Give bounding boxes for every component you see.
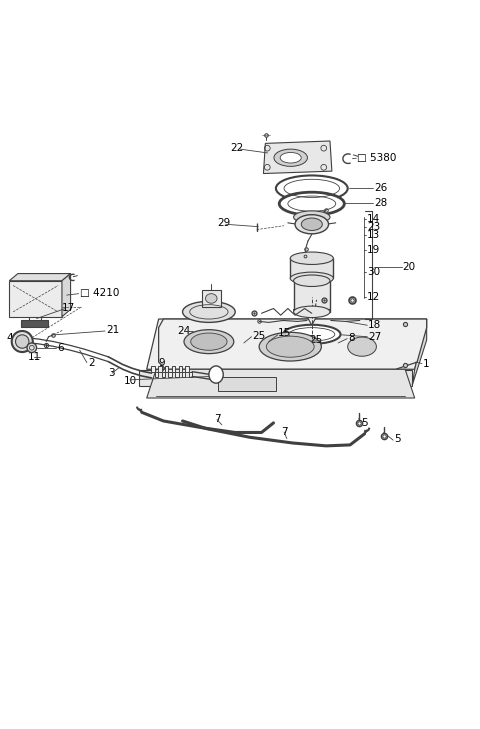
Text: 28: 28 — [374, 198, 387, 208]
Ellipse shape — [209, 366, 223, 383]
Ellipse shape — [191, 333, 227, 350]
Text: □ 4210: □ 4210 — [80, 288, 119, 297]
Bar — [21, 320, 48, 327]
Ellipse shape — [182, 301, 235, 322]
Ellipse shape — [283, 325, 340, 344]
Text: 4: 4 — [6, 332, 13, 343]
Ellipse shape — [280, 152, 301, 163]
Text: 16: 16 — [192, 339, 205, 349]
Ellipse shape — [184, 330, 234, 354]
Text: 25: 25 — [310, 335, 323, 345]
Bar — [202, 290, 221, 307]
Text: 8: 8 — [348, 333, 355, 343]
Text: 1: 1 — [423, 359, 430, 369]
Bar — [179, 366, 182, 372]
Text: 22: 22 — [230, 143, 244, 153]
Text: 3: 3 — [108, 368, 115, 378]
Bar — [218, 378, 276, 391]
Text: 25: 25 — [252, 331, 265, 340]
Text: 15: 15 — [278, 328, 291, 338]
Text: 7: 7 — [281, 426, 288, 437]
Ellipse shape — [205, 294, 217, 303]
Ellipse shape — [259, 332, 322, 361]
Ellipse shape — [27, 343, 36, 353]
Text: 14: 14 — [367, 214, 380, 225]
Text: 27: 27 — [368, 332, 382, 342]
Bar — [290, 258, 333, 278]
Bar — [175, 372, 179, 378]
Ellipse shape — [294, 275, 330, 286]
Bar — [182, 372, 185, 378]
Polygon shape — [9, 273, 71, 281]
Text: 6: 6 — [57, 343, 64, 353]
Bar — [158, 366, 162, 372]
Text: 7: 7 — [214, 414, 220, 424]
Text: 9: 9 — [158, 358, 165, 368]
Text: 24: 24 — [177, 326, 190, 336]
Text: 13: 13 — [367, 230, 380, 240]
Bar — [185, 366, 189, 372]
Polygon shape — [412, 319, 427, 385]
Polygon shape — [140, 370, 412, 386]
Bar — [168, 372, 172, 378]
Bar — [294, 281, 330, 312]
Ellipse shape — [274, 149, 307, 166]
Bar — [172, 366, 175, 372]
Polygon shape — [62, 273, 71, 316]
Ellipse shape — [15, 335, 29, 348]
Text: 11: 11 — [27, 352, 41, 362]
Text: 12: 12 — [367, 292, 380, 302]
Bar — [165, 366, 168, 372]
Ellipse shape — [301, 218, 323, 230]
Bar — [155, 372, 158, 378]
Ellipse shape — [294, 306, 330, 318]
Ellipse shape — [276, 176, 348, 201]
Ellipse shape — [266, 336, 314, 357]
Text: 23: 23 — [367, 222, 380, 232]
Text: 20: 20 — [403, 262, 416, 273]
Text: 26: 26 — [374, 184, 387, 193]
Ellipse shape — [279, 192, 344, 215]
Polygon shape — [158, 319, 427, 370]
Text: 30: 30 — [367, 267, 380, 277]
Polygon shape — [147, 319, 427, 370]
Text: 18: 18 — [368, 320, 382, 330]
Text: 10: 10 — [124, 375, 137, 386]
Text: 21: 21 — [106, 325, 119, 335]
Text: 17: 17 — [62, 303, 75, 313]
Bar — [189, 372, 192, 378]
Polygon shape — [264, 141, 332, 174]
Bar — [162, 372, 165, 378]
Ellipse shape — [12, 331, 33, 352]
Polygon shape — [9, 281, 62, 316]
Ellipse shape — [290, 252, 333, 265]
Text: 2: 2 — [88, 358, 95, 368]
Ellipse shape — [348, 337, 376, 356]
Text: 5: 5 — [394, 434, 401, 444]
Text: 29: 29 — [217, 218, 230, 228]
Bar — [152, 366, 155, 372]
Text: □ 5380: □ 5380 — [357, 153, 396, 163]
Polygon shape — [294, 309, 330, 325]
Text: 19: 19 — [367, 245, 380, 254]
Polygon shape — [147, 370, 415, 398]
Ellipse shape — [290, 272, 333, 284]
Ellipse shape — [294, 211, 330, 223]
Text: 5: 5 — [361, 418, 368, 428]
Ellipse shape — [295, 215, 328, 234]
